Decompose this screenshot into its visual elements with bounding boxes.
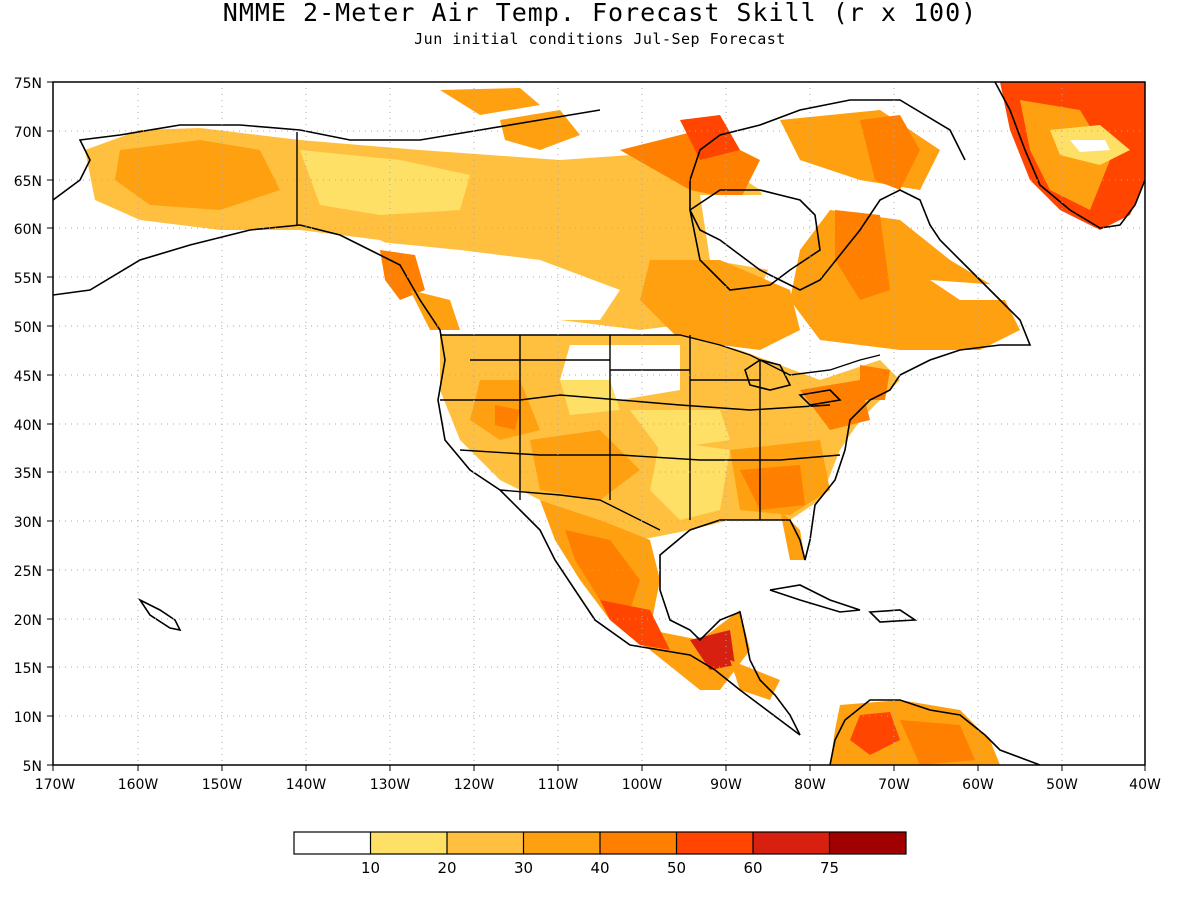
colorbar-label: 60 bbox=[743, 859, 762, 877]
lon-label: 80W bbox=[794, 777, 826, 793]
lon-label: 140W bbox=[286, 777, 327, 793]
lat-label: 20N bbox=[14, 613, 42, 629]
colorbar-swatch bbox=[523, 832, 600, 854]
colorbar-swatch bbox=[753, 832, 830, 854]
colorbar: 10 20 30 40 50 60 75 bbox=[293, 831, 907, 877]
us-canada-border bbox=[440, 334, 881, 376]
lon-label: 70W bbox=[878, 777, 910, 793]
hawaii bbox=[137, 597, 182, 632]
greenland-coast bbox=[994, 82, 1145, 229]
lat-label: 75N bbox=[14, 76, 42, 92]
map-title: NMME 2-Meter Air Temp. Forecast Skill (r… bbox=[222, 0, 978, 27]
lon-label: 120W bbox=[454, 777, 495, 793]
north-america-coastline bbox=[53, 224, 801, 736]
lat-label: 55N bbox=[14, 271, 42, 287]
lon-label: 170W bbox=[35, 777, 76, 793]
skill-shading bbox=[85, 82, 1145, 765]
lat-label: 25N bbox=[14, 564, 42, 580]
colorbar-swatch bbox=[600, 832, 677, 854]
colorbar-swatch bbox=[370, 832, 447, 854]
hudson-bay-coast bbox=[689, 189, 821, 291]
lat-label: 50N bbox=[14, 320, 42, 336]
colorbar-label: 20 bbox=[437, 859, 456, 877]
us-mexico-border bbox=[499, 489, 661, 531]
colorbar-swatch bbox=[676, 832, 753, 854]
lon-label: 60W bbox=[962, 777, 994, 793]
lat-label: 35N bbox=[14, 466, 42, 482]
colorbar-swatch bbox=[447, 832, 524, 854]
lat-label: 40N bbox=[14, 418, 42, 434]
cuba-coast bbox=[769, 584, 861, 613]
colorbar-label: 30 bbox=[514, 859, 533, 877]
south-america-coast bbox=[829, 699, 1041, 765]
lat-label: 15N bbox=[14, 661, 42, 677]
political-boundaries bbox=[296, 132, 881, 531]
lat-label: 30N bbox=[14, 515, 42, 531]
coastlines bbox=[53, 82, 1145, 765]
lon-label: 150W bbox=[202, 777, 243, 793]
map-subtitle: Jun initial conditions Jul-Sep Forecast bbox=[414, 30, 786, 48]
colorbar-label: 40 bbox=[590, 859, 609, 877]
lon-label: 160W bbox=[118, 777, 159, 793]
longitude-labels: 170W 160W 150W 140W 130W 120W 110W 100W … bbox=[35, 777, 1161, 793]
lon-label: 110W bbox=[538, 777, 579, 793]
latitude-labels: 75N 70N 65N 60N 55N 50N 45N 40N 35N 30N … bbox=[14, 76, 42, 775]
lat-label: 45N bbox=[14, 369, 42, 385]
alaska-coast bbox=[53, 109, 601, 201]
lat-label: 10N bbox=[14, 710, 42, 726]
lat-label: 5N bbox=[23, 759, 42, 775]
gridlines bbox=[53, 82, 1145, 765]
tick-marks bbox=[47, 81, 1146, 771]
colorbar-label: 75 bbox=[820, 859, 839, 877]
lon-label: 130W bbox=[370, 777, 411, 793]
lon-label: 100W bbox=[622, 777, 663, 793]
hispaniola-coast bbox=[868, 609, 918, 623]
lon-label: 40W bbox=[1129, 777, 1161, 793]
lat-label: 65N bbox=[14, 174, 42, 190]
lat-label: 60N bbox=[14, 222, 42, 238]
lat-label: 70N bbox=[14, 125, 42, 141]
colorbar-label: 10 bbox=[361, 859, 380, 877]
colorbar-label: 50 bbox=[667, 859, 686, 877]
lon-label: 50W bbox=[1046, 777, 1078, 793]
colorbar-swatch bbox=[829, 832, 906, 854]
colorbar-swatch bbox=[294, 832, 371, 854]
lon-label: 90W bbox=[710, 777, 742, 793]
